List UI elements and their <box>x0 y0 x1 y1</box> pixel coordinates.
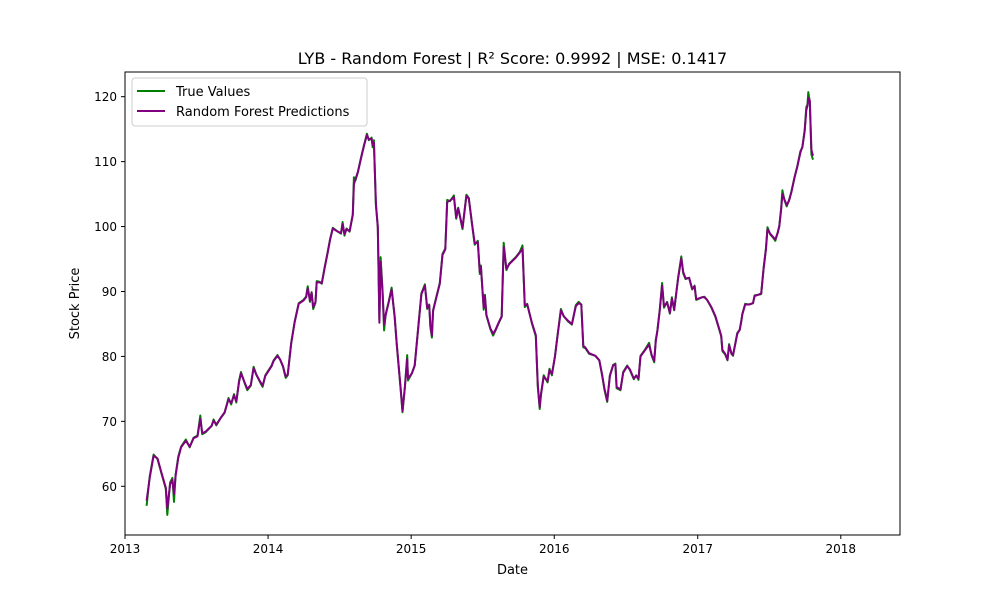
legend: True Values Random Forest Predictions <box>131 77 368 127</box>
plot-frame <box>124 71 901 536</box>
x-tick-label: 2013 <box>110 542 141 556</box>
y-tick-label: 120 <box>94 90 117 104</box>
x-tick-label: 2018 <box>826 542 857 556</box>
legend-box <box>131 77 368 127</box>
y-tick-label: 70 <box>102 415 117 429</box>
series-layer <box>145 91 814 516</box>
x-tick-label: 2014 <box>253 542 284 556</box>
y-tick-label: 100 <box>94 220 117 234</box>
legend-label-true-values: True Values <box>175 85 250 100</box>
x-tick-label: 2017 <box>682 542 713 556</box>
y-tick-label: 60 <box>102 480 117 494</box>
x-tick-label: 2015 <box>396 542 427 556</box>
x-tick-label: 2016 <box>539 542 570 556</box>
chart-title: LYB - Random Forest | R² Score: 0.9992 |… <box>298 49 727 68</box>
y-tick-label: 110 <box>94 155 117 169</box>
y-tick-label: 90 <box>102 285 117 299</box>
x-axis: 2013 2014 2015 2016 2017 2018 <box>110 535 856 556</box>
y-axis: 60 70 80 90 100 110 120 <box>94 90 125 494</box>
y-axis-label: Stock Price <box>68 268 83 340</box>
series-line-random-forest-predictions <box>145 97 814 510</box>
legend-label-random-forest-predictions: Random Forest Predictions <box>176 105 350 120</box>
y-tick-label: 80 <box>102 350 117 364</box>
x-axis-label: Date <box>497 563 528 578</box>
plot-area <box>124 71 901 536</box>
